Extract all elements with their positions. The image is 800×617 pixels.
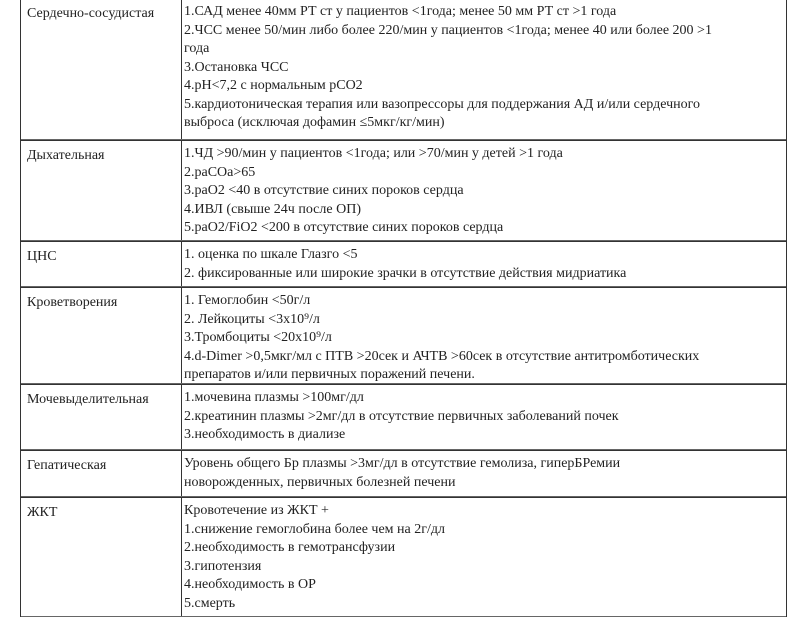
criteria-line: 2.ЧСС менее 50/мин либо более 220/мин у … — [184, 22, 712, 38]
criteria-line: 3.Остановка ЧСС — [184, 59, 289, 75]
criteria-cell: 1.ЧД >90/мин у пациентов <1года; или >70… — [184, 145, 563, 238]
column-divider — [181, 451, 182, 496]
criteria-line: 5.paO2/FiO2 <200 в отсутствие синих поро… — [184, 220, 504, 235]
criteria-line: 2.креатинин плазмы >2мг/дл в отсутствие … — [184, 408, 619, 424]
criteria-line: препаратов и/или первичных поражений печ… — [184, 367, 475, 382]
criteria-line: 2. фиксированные или широкие зрачки в от… — [184, 265, 627, 281]
column-divider — [181, 0, 182, 139]
criteria-line: года — [184, 41, 210, 56]
criteria-line: 3.Тромбоциты <20х10⁹/л — [184, 330, 332, 345]
criteria-line: 1. оценка по шкале Глазго <5 — [184, 247, 358, 262]
criteria-line: Уровень общего Бр плазмы >3мг/дл в отсут… — [184, 456, 621, 471]
criteria-line: 4.pH<7,2 с нормальным pCO2 — [184, 78, 363, 93]
criteria-line: 3.paO2 <40 в отсутствие синих пороков се… — [184, 183, 464, 198]
table-row-cardiovascular: Сердечно-сосудистая 1.САД менее 40мм РТ с… — [21, 0, 786, 140]
organ-dysfunction-table: Сердечно-сосудистая 1.САД менее 40мм РТ с… — [20, 0, 787, 617]
criteria-cell: Уровень общего Бр плазмы >3мг/дл в отсут… — [184, 455, 620, 492]
criteria-line: 4.необходимость в ОР — [184, 577, 316, 592]
criteria-line: 2. Лейкоциты <3х10⁹/л — [184, 311, 320, 327]
table-row-cns: ЦНС 1. оценка по шкале Глазго <5 2. фиксир… — [21, 241, 786, 287]
criteria-cell: 1. Гемоглобин <50г/л 2. Лейкоциты <3х10⁹/… — [184, 292, 699, 385]
criteria-line: 4.ИВЛ (свыше 24ч после ОП) — [184, 201, 361, 217]
criteria-cell: Кровотечение из ЖКТ + 1.снижение гемоглоб… — [184, 502, 445, 613]
criteria-line: 3.необходимость в диализе — [184, 427, 346, 442]
row-label: ЖКТ — [27, 505, 58, 520]
column-divider — [181, 141, 182, 240]
row-label: Мочевыделительная — [27, 392, 149, 407]
row-label: Гепатическая — [27, 458, 107, 473]
criteria-cell: 1.мочевина плазмы >100мг/дл 2.креатинин п… — [184, 389, 619, 445]
column-divider — [181, 242, 182, 286]
criteria-line: 3.гипотензия — [184, 558, 262, 574]
criteria-line: 5.смерть — [184, 595, 236, 611]
table-row-hematologic: Кроветворения 1. Гемоглобин <50г/л 2. Лейк… — [21, 287, 786, 384]
criteria-line: 1.САД менее 40мм РТ ст у пациентов <1год… — [184, 4, 617, 19]
criteria-line: 2.необходимость в гемотрансфузии — [184, 540, 396, 555]
criteria-line: 1.ЧД >90/мин у пациентов <1года; или >70… — [184, 146, 563, 161]
criteria-line: 1. Гемоглобин <50г/л — [184, 293, 311, 308]
criteria-cell: 1.САД менее 40мм РТ ст у пациентов <1год… — [184, 3, 712, 133]
criteria-line: 4.d-Dimer >0,5мкг/мл с ПТВ >20сек и АЧТВ… — [184, 348, 700, 364]
criteria-line: 2.paCOa>65 — [184, 164, 256, 180]
row-label: Дыхательная — [27, 148, 105, 163]
table-row-hepatic: Гепатическая Уровень общего Бр плазмы >3м… — [21, 450, 786, 497]
column-divider — [181, 385, 182, 449]
table-row-renal: Мочевыделительная 1.мочевина плазмы >100м… — [21, 384, 786, 450]
table-row-gi: ЖКТ Кровотечение из ЖКТ + 1.снижение гемог… — [21, 497, 786, 617]
column-divider — [181, 288, 182, 383]
row-label: Кроветворения — [27, 295, 118, 310]
criteria-line: новорожденных, первичных болезней печени — [184, 474, 456, 490]
column-divider — [181, 498, 182, 616]
criteria-line: 5.кардиотоническая терапия или вазопресс… — [184, 96, 701, 112]
row-label: ЦНС — [27, 249, 57, 264]
table-row-respiratory: Дыхательная 1.ЧД >90/мин у пациентов <1го… — [21, 140, 786, 241]
criteria-line: 1.мочевина плазмы >100мг/дл — [184, 390, 364, 405]
criteria-line: 1.снижение гемоглобина более чем на 2г/д… — [184, 521, 445, 537]
criteria-line: выброса (исключая дофамин ≤5мкг/кг/мин) — [184, 115, 445, 130]
criteria-cell: 1. оценка по шкале Глазго <5 2. фиксирова… — [184, 246, 626, 283]
row-label: Сердечно-сосудистая — [27, 6, 155, 21]
criteria-line: Кровотечение из ЖКТ + — [184, 503, 329, 518]
